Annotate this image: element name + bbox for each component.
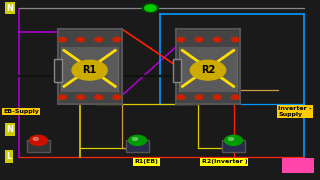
Circle shape [113, 37, 121, 42]
Text: R2: R2 [201, 65, 215, 75]
Circle shape [213, 95, 221, 99]
Text: R1(EB): R1(EB) [134, 159, 158, 165]
Circle shape [177, 95, 185, 99]
Text: L: L [6, 152, 12, 161]
Bar [54, 59, 62, 82]
Text: R1: R1 [83, 65, 97, 75]
Bar [222, 140, 245, 152]
Bar [178, 31, 238, 47]
Circle shape [77, 95, 84, 99]
Circle shape [177, 37, 185, 42]
Text: N: N [6, 4, 13, 13]
Bar [179, 40, 237, 94]
Circle shape [231, 95, 239, 99]
Circle shape [29, 135, 47, 145]
Bar [59, 92, 120, 103]
Bar [126, 140, 149, 152]
Bar [27, 140, 50, 152]
Circle shape [95, 37, 102, 42]
Bar [61, 40, 118, 94]
Bar [176, 29, 240, 104]
Text: R2(Inverter ): R2(Inverter ) [202, 159, 247, 165]
Text: Inverter -
Supply: Inverter - Supply [278, 106, 312, 117]
Bar [173, 59, 181, 82]
Text: N: N [6, 125, 13, 134]
Bar [178, 92, 238, 103]
Circle shape [195, 37, 203, 42]
Circle shape [59, 95, 66, 99]
Text: EB-Supply: EB-Supply [3, 109, 39, 114]
Circle shape [33, 138, 38, 140]
Circle shape [142, 4, 158, 13]
Circle shape [190, 60, 226, 80]
Circle shape [225, 135, 243, 145]
Circle shape [213, 37, 221, 42]
Circle shape [77, 37, 84, 42]
Circle shape [59, 37, 66, 42]
Circle shape [228, 138, 234, 140]
Circle shape [113, 95, 121, 99]
Circle shape [145, 5, 156, 11]
Circle shape [195, 95, 203, 99]
Bar [59, 31, 120, 47]
Circle shape [231, 37, 239, 42]
Bar [58, 29, 122, 104]
Circle shape [132, 138, 138, 140]
Bar [282, 158, 314, 173]
Circle shape [95, 95, 102, 99]
Circle shape [72, 60, 107, 80]
Circle shape [129, 135, 147, 145]
